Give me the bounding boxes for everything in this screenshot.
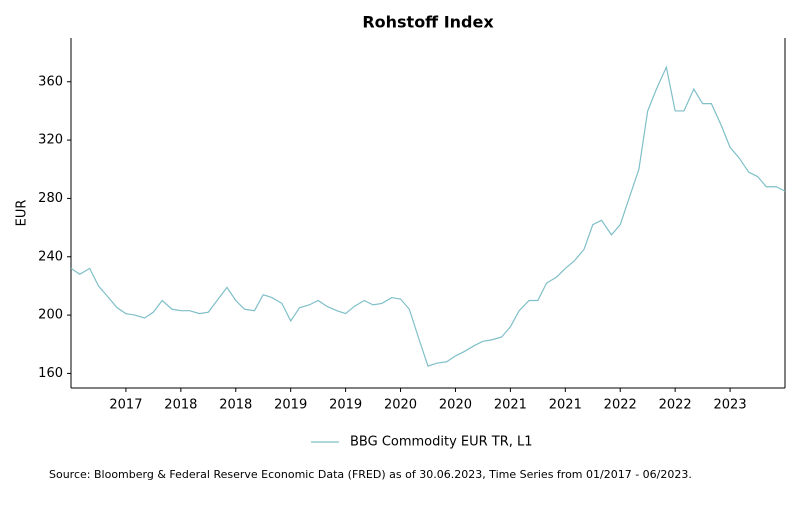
x-tick-label: 2019: [329, 398, 362, 413]
x-tick-label: 2022: [659, 398, 692, 413]
y-axis-label: EUR: [15, 200, 30, 227]
x-tick-label: 2020: [384, 398, 417, 413]
y-tick-label: 360: [38, 74, 63, 89]
x-tick-label: 2018: [164, 398, 197, 413]
legend-label: BBG Commodity EUR TR, L1: [350, 435, 533, 450]
x-tick-label: 2023: [714, 398, 747, 413]
x-tick-label: 2021: [549, 398, 582, 413]
y-tick-label: 200: [38, 308, 63, 323]
data-line: [70, 65, 786, 367]
y-tick-label: 240: [38, 249, 63, 264]
x-tick-label: 2017: [109, 398, 142, 413]
chart-title: Rohstoff Index: [362, 13, 494, 32]
source-note: Source: Bloomberg & Federal Reserve Econ…: [49, 468, 692, 481]
y-tick-label: 320: [38, 133, 63, 148]
x-tick-label: 2018: [219, 398, 252, 413]
x-tick-label: 2020: [439, 398, 472, 413]
y-tick-label: 160: [38, 366, 63, 381]
x-tick-label: 2021: [494, 398, 527, 413]
y-tick-label: 280: [38, 191, 63, 206]
x-tick-label: 2022: [604, 398, 637, 413]
x-tick-label: 2019: [274, 398, 307, 413]
